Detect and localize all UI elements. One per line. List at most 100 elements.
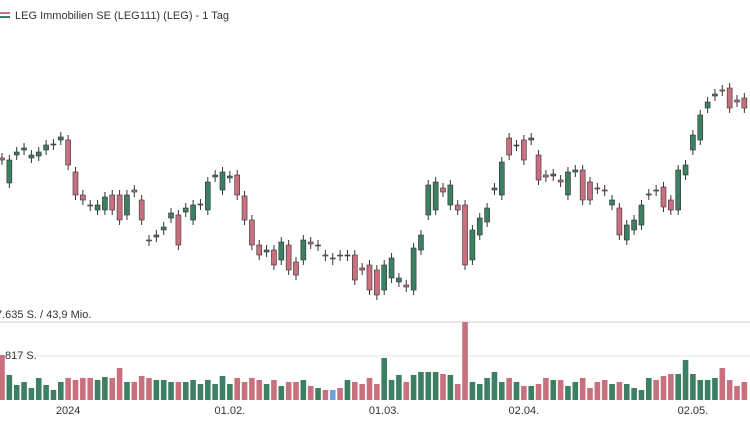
volume-bar — [6, 374, 13, 400]
candle-body — [462, 204, 468, 266]
volume-bar — [491, 371, 498, 400]
candle-body — [43, 144, 49, 151]
candle-body — [447, 184, 454, 206]
candle-body — [249, 219, 255, 246]
volume-bar — [432, 371, 439, 400]
candle-body — [682, 164, 689, 176]
volume-bar — [734, 385, 740, 400]
volume-bar — [462, 322, 468, 400]
candle-body — [506, 137, 512, 156]
candle-body — [65, 139, 71, 166]
candle-body — [396, 277, 402, 283]
volume-bar — [668, 373, 674, 400]
volume-bar — [726, 379, 733, 400]
volume-bar — [719, 367, 726, 400]
chart-title: LEG Immobilien SE (LEG111) (LEG) - 1 Tag — [15, 10, 229, 22]
candle-body — [300, 239, 307, 261]
volume-bar — [182, 381, 189, 400]
volume-bar — [675, 373, 681, 400]
candle-body — [741, 97, 748, 109]
x-tick-label: 01.02. — [215, 405, 246, 417]
candle-body — [374, 269, 380, 296]
volume-bar — [116, 367, 123, 400]
volume-bar — [499, 381, 505, 400]
candle-body — [366, 264, 373, 291]
candle-body — [440, 187, 446, 193]
volume-bar — [65, 377, 71, 400]
volume-bar — [80, 377, 86, 400]
candle-body — [631, 219, 637, 231]
candle-body — [263, 249, 270, 253]
candle-body — [359, 267, 365, 271]
volume-bar — [256, 379, 263, 400]
volume-bar — [469, 381, 476, 400]
volume-bar — [205, 379, 211, 400]
candle-body — [21, 147, 27, 151]
volume-bar — [476, 383, 483, 400]
volume-bar — [374, 383, 380, 400]
volume-bar — [94, 379, 101, 400]
candle-body — [616, 207, 623, 236]
volume-bar — [13, 384, 20, 400]
volume-bar — [543, 377, 549, 400]
volume-bar — [388, 379, 395, 400]
volume-bar — [278, 385, 285, 400]
candle-body — [381, 264, 388, 291]
volume-bar — [300, 379, 307, 400]
candle-body — [351, 254, 358, 281]
volume-bar — [241, 381, 248, 400]
volume-bar — [219, 375, 226, 400]
candle-body — [146, 239, 152, 242]
volume-bar — [352, 381, 358, 400]
candle-body — [322, 254, 329, 257]
volume-bar — [550, 379, 557, 400]
candle-body — [594, 187, 601, 190]
candle-body — [278, 241, 285, 261]
candle-body — [256, 244, 263, 256]
volume-bar — [28, 387, 35, 400]
volume-bar — [168, 381, 174, 400]
candle-body — [168, 212, 174, 219]
candle-body — [138, 199, 145, 221]
volume-bar — [0, 354, 5, 400]
candle-body — [102, 196, 108, 211]
volume-bar — [190, 379, 196, 400]
candle-body — [13, 151, 20, 156]
volume-bar — [234, 377, 240, 400]
volume-bar — [616, 381, 623, 400]
candle-body — [712, 93, 718, 97]
volume-bar — [712, 377, 718, 400]
candle-body — [719, 89, 726, 92]
volume-bar — [293, 381, 299, 400]
volume-bar — [102, 376, 108, 400]
candle-body — [704, 101, 711, 109]
candle-body — [337, 254, 343, 257]
candle-body — [329, 257, 336, 260]
candle-body — [491, 187, 498, 191]
candle-body — [307, 241, 314, 245]
candle-body — [0, 157, 5, 161]
candle-body — [28, 154, 35, 159]
volume-bar — [197, 383, 204, 400]
candle-body — [403, 284, 410, 288]
candle-body — [645, 193, 652, 196]
volume-bar — [506, 377, 512, 400]
candle-body — [521, 139, 527, 161]
candle-body — [535, 154, 542, 181]
candle-body — [690, 134, 696, 151]
volume-bar — [587, 387, 593, 400]
volume-bar — [109, 377, 116, 400]
candle-body — [293, 261, 299, 276]
candle-body — [726, 87, 733, 109]
volume-bar — [285, 381, 292, 400]
candle-body — [543, 174, 549, 178]
volume-bar — [513, 381, 520, 400]
candle-body — [197, 203, 204, 206]
volume-bar — [381, 357, 387, 400]
volume-bar — [87, 377, 93, 400]
volume-bar — [359, 383, 365, 400]
candle-body — [160, 226, 167, 231]
volume-bar — [366, 377, 373, 400]
volume-bar — [609, 383, 615, 400]
candle-body — [205, 181, 211, 211]
